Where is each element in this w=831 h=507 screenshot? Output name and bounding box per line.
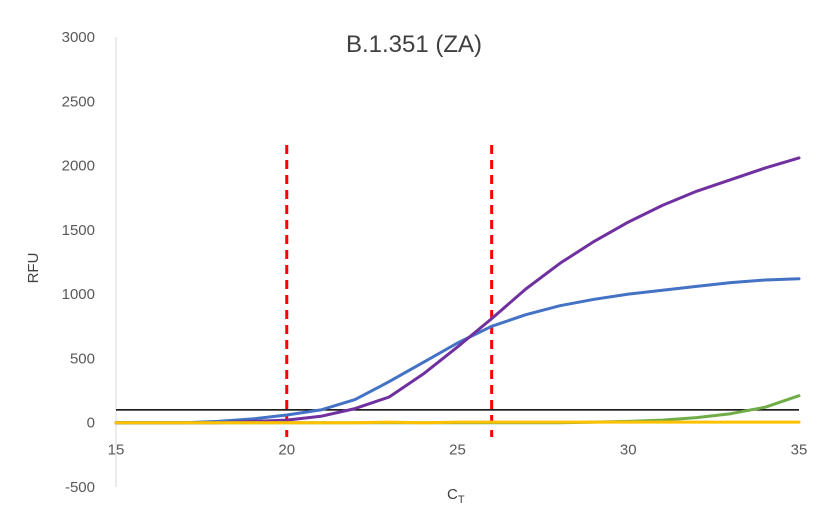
y-tick-label: 1000 [62, 286, 95, 303]
x-tick-label: 35 [791, 442, 808, 459]
series-line-1 [114, 277, 801, 425]
x-axis-title-subscript: T [458, 494, 465, 506]
y-axis-title: RFU [25, 253, 42, 284]
y-tick-label: 2000 [62, 158, 95, 175]
x-tick-label: 30 [620, 442, 637, 459]
x-tick-label: 15 [108, 442, 125, 459]
x-tick-label: 20 [278, 442, 295, 459]
x-axis-title: CT [447, 486, 465, 506]
y-tick-label: -500 [65, 479, 95, 496]
x-axis-title-main: C [447, 486, 458, 503]
y-tick-label: 1500 [62, 222, 95, 239]
y-tick-label: 3000 [62, 29, 95, 46]
plot-area: -500 0 500 1000 1500 2000 2500 3000 15 20 25 30 35 [62, 29, 808, 496]
chart-title: B.1.351 (ZA) [346, 31, 482, 58]
x-tick-label: 25 [449, 442, 466, 459]
series-line-4 [114, 420, 801, 425]
y-tick-label: 500 [70, 350, 95, 367]
y-tick-label: 2500 [62, 93, 95, 110]
y-tick-label: 0 [87, 415, 95, 432]
